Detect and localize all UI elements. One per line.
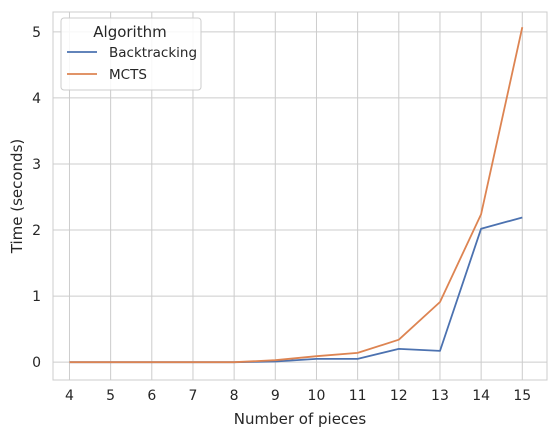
legend-box bbox=[60, 17, 202, 91]
grid bbox=[53, 12, 547, 380]
y-tick-labels: 0 1 2 3 4 5 bbox=[32, 25, 41, 371]
x-tick-label: 4 bbox=[65, 388, 74, 404]
x-tick-label: 11 bbox=[349, 388, 367, 404]
legend-label: Backtracking bbox=[109, 45, 197, 61]
series-line-backtracking bbox=[69, 216, 523, 364]
y-tick-label: 3 bbox=[32, 157, 41, 173]
x-tick-label: 15 bbox=[513, 388, 531, 404]
x-tick-label: 6 bbox=[147, 388, 156, 404]
y-axis-label: Time (seconds) bbox=[8, 139, 26, 255]
x-tick-label: 9 bbox=[271, 388, 280, 404]
x-tick-label: 14 bbox=[472, 388, 490, 404]
x-tick-label: 12 bbox=[390, 388, 408, 404]
x-tick-labels: 4 5 6 7 8 9 10 11 12 13 14 15 bbox=[65, 388, 531, 404]
y-tick-label: 1 bbox=[32, 289, 41, 305]
series-layer bbox=[69, 27, 524, 364]
legend-label: MCTS bbox=[109, 67, 147, 83]
y-tick-label: 5 bbox=[32, 25, 41, 41]
legend-title: Algorithm bbox=[93, 23, 166, 41]
y-tick-label: 4 bbox=[32, 91, 41, 107]
y-tick-label: 2 bbox=[32, 223, 41, 239]
x-axis-label: Number of pieces bbox=[234, 410, 367, 428]
x-tick-label: 7 bbox=[189, 388, 198, 404]
plot-frame bbox=[52, 11, 548, 381]
legend-items: Backtracking MCTS bbox=[67, 45, 197, 83]
x-tick-label: 10 bbox=[308, 388, 326, 404]
x-tick-label: 8 bbox=[230, 388, 239, 404]
legend: Algorithm Backtracking MCTS bbox=[60, 17, 202, 91]
y-tick-label: 0 bbox=[32, 355, 41, 371]
series-line-mcts bbox=[69, 27, 524, 364]
x-tick-label: 13 bbox=[431, 388, 449, 404]
x-tick-label: 5 bbox=[106, 388, 115, 404]
